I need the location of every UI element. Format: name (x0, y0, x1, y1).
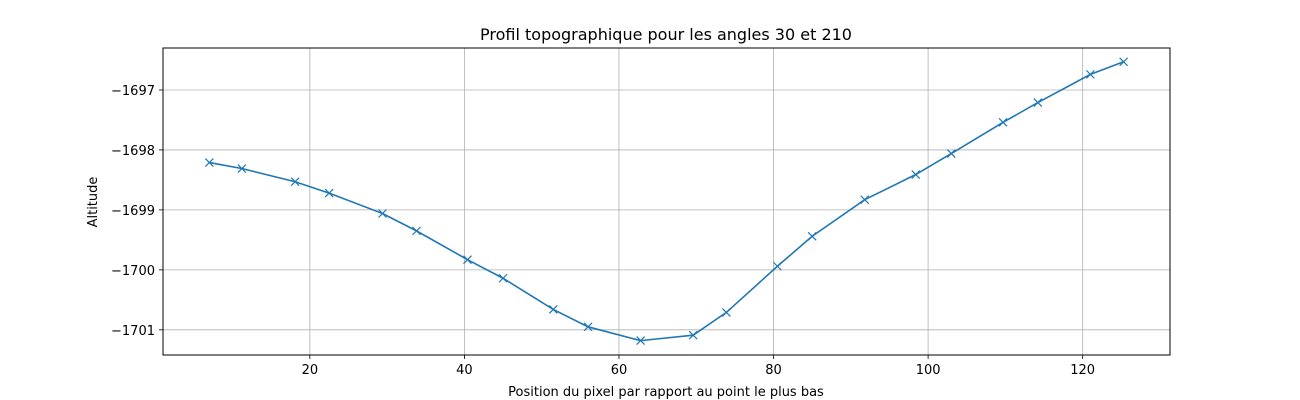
data-point-marker (1119, 57, 1129, 67)
chart-title: Profil topographique pour les angles 30 … (480, 25, 852, 44)
data-point-marker (1033, 98, 1043, 107)
y-tick-label: −1701 (111, 324, 155, 339)
y-tick-label: −1700 (111, 264, 155, 279)
y-tick-label: −1697 (111, 84, 155, 99)
data-point-marker (498, 273, 508, 283)
data-point-marker (860, 195, 870, 205)
series-layer (204, 57, 1129, 346)
data-point-marker (911, 170, 921, 179)
x-tick-label: 40 (456, 363, 473, 378)
data-point-marker (548, 305, 558, 314)
data-point-marker (807, 231, 817, 241)
data-point-marker (324, 188, 334, 198)
ticks: 20 40 60 80 100 120 −1697 −1698 −1699 −1700 −1701 (111, 84, 1095, 378)
y-tick-label: −1699 (111, 204, 155, 219)
data-point-marker (463, 255, 472, 265)
data-point-marker (204, 158, 214, 167)
data-point-marker (583, 322, 593, 332)
data-point-marker (721, 308, 731, 317)
data-point-marker (772, 261, 782, 271)
data-point-marker (636, 336, 646, 346)
x-axis-label: Position du pixel par rapport au point l… (508, 385, 824, 400)
data-point-marker (290, 177, 300, 187)
data-point-marker (946, 149, 956, 158)
data-point-marker (237, 164, 247, 173)
data-point-marker (998, 117, 1008, 127)
grid (163, 48, 1170, 355)
data-point-marker (378, 209, 387, 218)
x-tick-label: 80 (765, 363, 782, 378)
data-point-marker (688, 330, 698, 340)
data-point-marker (1085, 69, 1095, 79)
y-axis-label: Altitude (86, 177, 101, 228)
x-tick-label: 20 (302, 363, 319, 378)
data-point-marker (412, 226, 421, 236)
x-tick-label: 120 (1070, 363, 1095, 378)
series-line (209, 61, 1124, 342)
x-tick-label: 100 (916, 363, 941, 378)
plot-area-frame (162, 47, 1171, 356)
x-tick-label: 60 (611, 363, 628, 378)
y-tick-label: −1698 (111, 144, 155, 159)
